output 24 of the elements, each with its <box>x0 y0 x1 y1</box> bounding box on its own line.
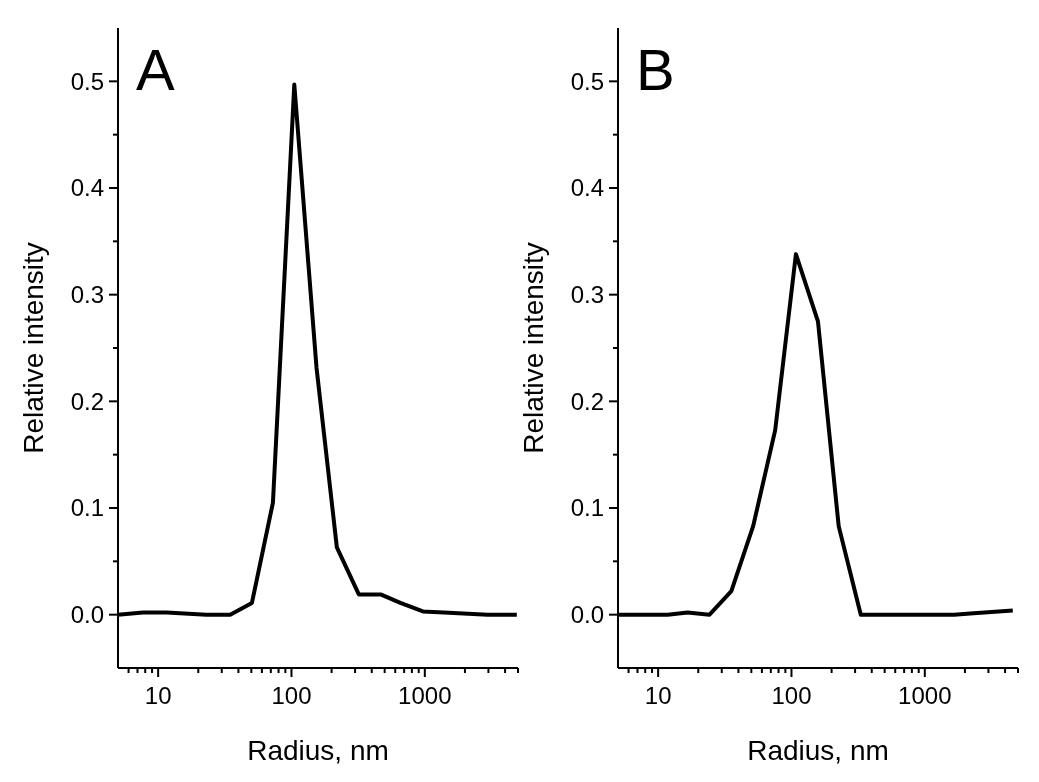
y-tick-label: 0.1 <box>70 494 104 522</box>
y-tick-label: 0.0 <box>570 601 604 629</box>
y-tick-label: 0.4 <box>70 174 104 202</box>
y-tick-label: 0.0 <box>70 601 104 629</box>
x-axis-title: Radius, nm <box>747 735 889 766</box>
y-tick-label: 0.2 <box>70 387 104 415</box>
x-tick-label: 10 <box>644 682 672 709</box>
y-tick-label: 0.3 <box>70 281 104 309</box>
y-tick-label: 0.4 <box>570 174 604 202</box>
x-tick-label: 100 <box>771 682 812 709</box>
chart-title: B <box>636 37 675 102</box>
y-axis-title: Relative intensity <box>518 242 549 454</box>
y-tick-label: 0.5 <box>70 67 104 95</box>
y-axis-title: Relative intensity <box>18 242 49 454</box>
y-tick-label: 0.1 <box>570 494 604 522</box>
y-tick-label: 0.3 <box>570 281 604 309</box>
chart-title: A <box>136 37 175 102</box>
x-tick-label: 100 <box>271 682 312 709</box>
y-tick-label: 0.5 <box>570 67 604 95</box>
x-axis-title: Radius, nm <box>247 735 389 766</box>
y-tick-label: 0.2 <box>570 387 604 415</box>
x-tick-label: 1000 <box>898 682 952 709</box>
x-tick-label: 10 <box>144 682 172 709</box>
x-tick-label: 1000 <box>398 682 452 709</box>
